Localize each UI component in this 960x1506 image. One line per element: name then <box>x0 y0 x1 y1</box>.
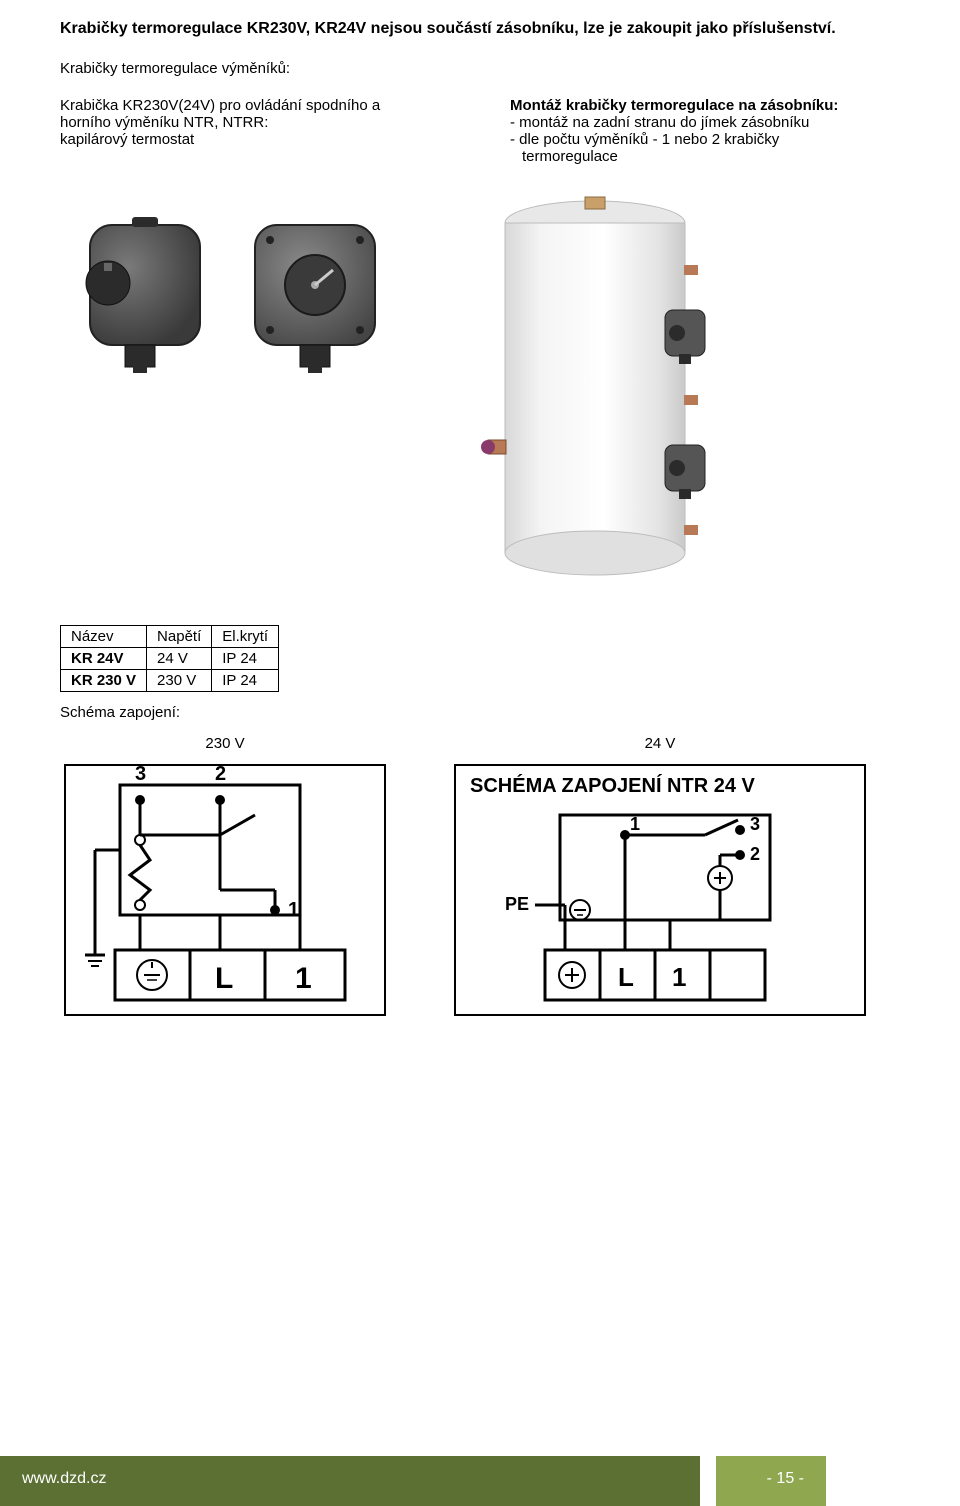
figure-row <box>60 195 900 585</box>
footer-gap <box>700 1456 716 1506</box>
svg-text:SCHÉMA ZAPOJENÍ NTR 24 V: SCHÉMA ZAPOJENÍ NTR 24 V <box>470 774 756 797</box>
table-row: KR 230 V 230 V IP 24 <box>61 670 279 692</box>
schema-24v-caption: 24 V <box>450 735 870 752</box>
col-voltage: Napětí <box>147 626 212 648</box>
left-line-3: kapilárový termostat <box>60 131 450 148</box>
thermostat-figures <box>70 205 390 375</box>
cell: IP 24 <box>212 670 279 692</box>
left-line-1: Krabička KR230V(24V) pro ovládání spodní… <box>60 97 450 114</box>
cell: 230 V <box>147 670 212 692</box>
svg-text:1: 1 <box>288 899 299 921</box>
right-description: Montáž krabičky termoregulace na zásobní… <box>510 97 900 165</box>
schema-230v: 230 V 3 2 <box>60 735 390 1025</box>
schema-24v: 24 V SCHÉMA ZAPOJENÍ NTR 24 V 1 3 2 <box>450 735 870 1025</box>
left-line-2: horního výměníku NTR, NTRR: <box>60 114 450 131</box>
svg-text:PE: PE <box>505 894 529 914</box>
tank-icon <box>470 195 720 585</box>
right-line-3: termoregulace <box>510 148 900 165</box>
wiring-diagram-24v: SCHÉMA ZAPOJENÍ NTR 24 V 1 3 2 <box>450 760 870 1020</box>
left-description: Krabička KR230V(24V) pro ovládání spodní… <box>60 97 450 165</box>
description-columns: Krabička KR230V(24V) pro ovládání spodní… <box>60 97 900 165</box>
col-ip: El.krytí <box>212 626 279 648</box>
right-line-1: - montáž na zadní stranu do jímek zásobn… <box>510 114 900 131</box>
svg-text:1: 1 <box>630 814 640 834</box>
footer-url: www.dzd.cz <box>0 1456 700 1506</box>
svg-text:L: L <box>618 962 634 992</box>
schema-heading: Schéma zapojení: <box>60 704 900 721</box>
cell: KR 230 V <box>61 670 147 692</box>
svg-text:1: 1 <box>295 962 312 995</box>
schema-230v-caption: 230 V <box>60 735 390 752</box>
svg-text:1: 1 <box>672 962 686 992</box>
spec-table: Název Napětí El.krytí KR 24V 24 V IP 24 … <box>60 625 279 692</box>
cell: 24 V <box>147 648 212 670</box>
svg-text:3: 3 <box>135 763 146 785</box>
cell: KR 24V <box>61 648 147 670</box>
schema-row: 230 V 3 2 <box>60 735 900 1025</box>
svg-text:2: 2 <box>750 844 760 864</box>
svg-text:L: L <box>215 962 233 995</box>
thermostat-side-icon <box>70 205 220 375</box>
col-name: Název <box>61 626 147 648</box>
section-subtitle: Krabičky termoregulace výměníků: <box>60 60 900 77</box>
svg-text:3: 3 <box>750 814 760 834</box>
svg-text:2: 2 <box>215 763 226 785</box>
page-title: Krabičky termoregulace KR230V, KR24V nej… <box>60 20 900 38</box>
footer-page-number: - 15 - <box>716 1456 826 1506</box>
right-heading: Montáž krabičky termoregulace na zásobní… <box>510 97 900 114</box>
right-line-2: - dle počtu výměníků - 1 nebo 2 krabičky <box>510 131 900 148</box>
wiring-diagram-230v: 3 2 1 <box>60 760 390 1020</box>
page-footer: www.dzd.cz - 15 - <box>0 1456 960 1506</box>
thermostat-front-icon <box>240 205 390 375</box>
table-row: Název Napětí El.krytí <box>61 626 279 648</box>
cell: IP 24 <box>212 648 279 670</box>
table-row: KR 24V 24 V IP 24 <box>61 648 279 670</box>
